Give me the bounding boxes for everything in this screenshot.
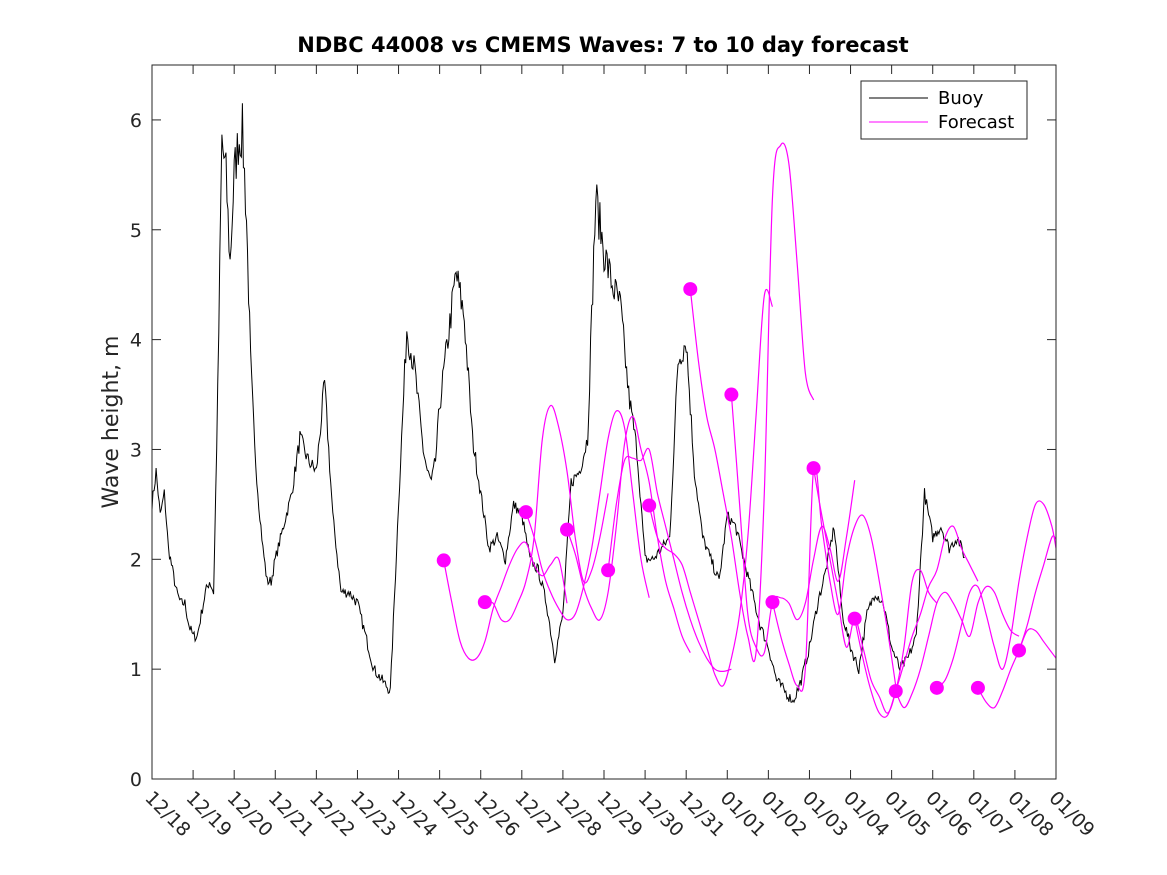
x-tick-label: 01/02 bbox=[757, 787, 811, 841]
x-tick-label: 12/29 bbox=[592, 787, 646, 841]
forecast-marker bbox=[929, 680, 944, 695]
chart-title: NDBC 44008 vs CMEMS Waves: 7 to 10 day f… bbox=[297, 33, 908, 57]
legend: Buoy Forecast bbox=[860, 80, 1028, 140]
forecast-marker bbox=[436, 553, 451, 568]
forecast-marker bbox=[806, 461, 821, 476]
y-tick-label: 4 bbox=[130, 330, 142, 352]
forecast-line bbox=[484, 404, 609, 623]
x-tick-label: 01/01 bbox=[716, 787, 770, 841]
x-tick-label: 12/18 bbox=[140, 787, 194, 841]
forecast-marker bbox=[683, 282, 698, 297]
forecast-series bbox=[443, 142, 1056, 718]
forecast-line bbox=[854, 525, 979, 718]
x-tick-label: 01/09 bbox=[1044, 787, 1098, 841]
forecast-marker bbox=[642, 498, 657, 513]
forecast-line bbox=[1018, 535, 1056, 651]
forecast-markers bbox=[436, 282, 1027, 699]
forecast-line bbox=[648, 288, 774, 687]
y-tick-label: 6 bbox=[130, 110, 142, 132]
forecast-line bbox=[689, 142, 815, 662]
forecast-line bbox=[813, 468, 938, 714]
legend-buoy-label: Buoy bbox=[938, 88, 984, 109]
x-tick-label: 12/28 bbox=[551, 787, 605, 841]
y-tick-label: 1 bbox=[130, 659, 142, 681]
x-tick-label: 12/27 bbox=[510, 787, 564, 841]
forecast-marker bbox=[601, 563, 616, 578]
buoy-line bbox=[152, 103, 965, 704]
x-tick-label: 12/31 bbox=[675, 787, 729, 841]
forecast-line bbox=[771, 462, 897, 692]
x-tick-label: 12/21 bbox=[264, 787, 318, 841]
forecast-marker bbox=[888, 684, 903, 699]
forecast-line bbox=[443, 541, 568, 661]
legend-forecast-label: Forecast bbox=[938, 112, 1014, 133]
forecast-marker bbox=[847, 611, 862, 626]
forecast-line bbox=[607, 447, 732, 673]
x-tick-label: 01/06 bbox=[921, 787, 975, 841]
x-tick-label: 12/20 bbox=[223, 787, 277, 841]
x-tick-label: 12/24 bbox=[387, 787, 441, 841]
y-tick-label: 0 bbox=[130, 769, 142, 791]
x-tick-label: 12/25 bbox=[428, 787, 482, 841]
y-tick-label: 3 bbox=[130, 439, 142, 461]
forecast-marker bbox=[765, 595, 780, 610]
plot-background bbox=[152, 65, 1056, 779]
forecast-marker bbox=[1012, 643, 1027, 658]
forecast-marker bbox=[560, 522, 575, 537]
x-tick-label: 01/08 bbox=[1003, 787, 1057, 841]
forecast-line bbox=[730, 394, 856, 657]
forecast-marker bbox=[518, 505, 533, 520]
buoy-series bbox=[152, 103, 965, 704]
forecast-marker bbox=[970, 680, 985, 695]
forecast-line bbox=[936, 500, 1056, 689]
x-tick-label: 12/22 bbox=[305, 787, 359, 841]
y-tick-label: 2 bbox=[130, 549, 142, 571]
x-tick-label: 12/23 bbox=[346, 787, 400, 841]
legend-box bbox=[860, 80, 1028, 140]
x-tick-label: 12/30 bbox=[634, 787, 688, 841]
y-axis-ticks: 0 1 2 3 4 5 6 bbox=[130, 110, 1056, 791]
forecast-marker bbox=[477, 595, 492, 610]
x-tick-label: 01/05 bbox=[880, 787, 934, 841]
forecast-marker bbox=[724, 387, 739, 402]
x-tick-label: 01/04 bbox=[839, 787, 893, 841]
y-tick-label: 5 bbox=[130, 220, 142, 242]
x-tick-label: 12/19 bbox=[182, 787, 236, 841]
x-tick-label: 01/03 bbox=[798, 787, 852, 841]
forecast-line bbox=[895, 585, 1020, 709]
x-tick-label: 12/26 bbox=[469, 787, 523, 841]
y-axis-label: Wave height, m bbox=[99, 336, 124, 509]
forecast-line bbox=[566, 415, 691, 653]
forecast-line bbox=[525, 410, 650, 621]
x-tick-label: 01/07 bbox=[962, 787, 1016, 841]
